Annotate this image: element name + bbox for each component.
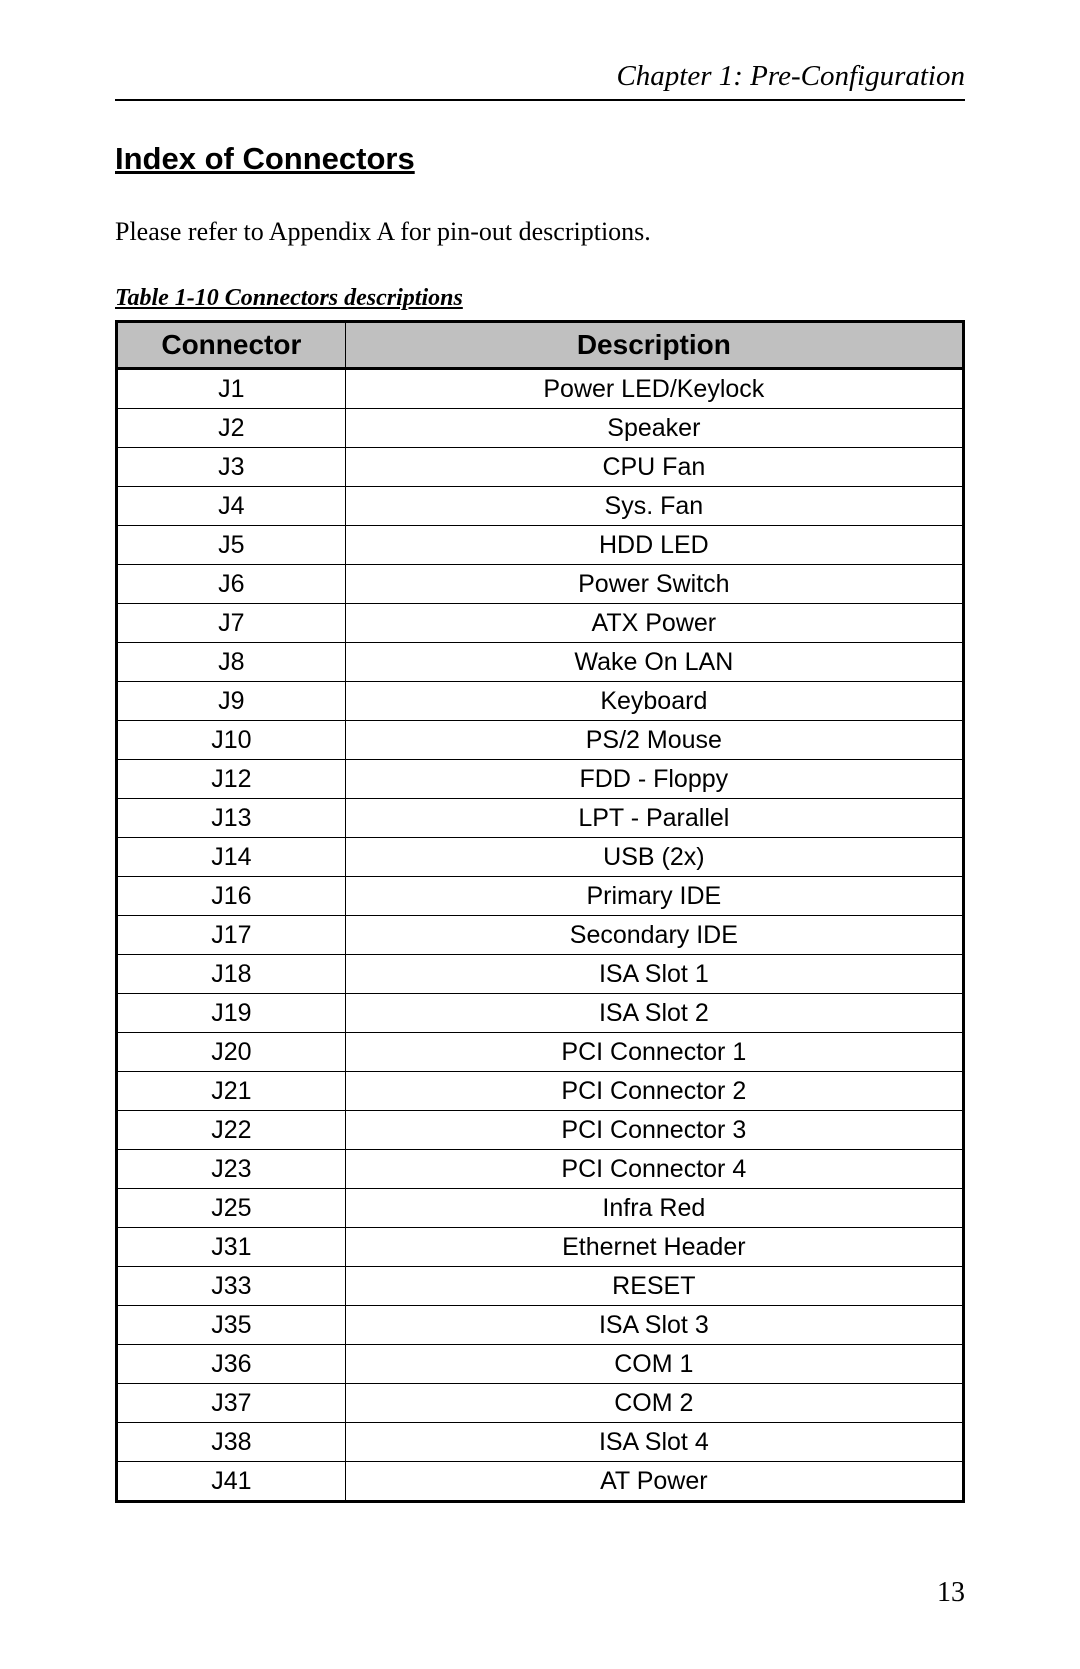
description-cell: USB (2x) [345, 838, 963, 877]
description-cell: ISA Slot 1 [345, 955, 963, 994]
description-cell: ISA Slot 2 [345, 994, 963, 1033]
description-cell: COM 1 [345, 1345, 963, 1384]
connector-cell: J31 [117, 1228, 346, 1267]
description-cell: Primary IDE [345, 877, 963, 916]
description-cell: FDD - Floppy [345, 760, 963, 799]
connector-cell: J19 [117, 994, 346, 1033]
description-cell: Infra Red [345, 1189, 963, 1228]
description-cell: ISA Slot 3 [345, 1306, 963, 1345]
description-cell: PCI Connector 2 [345, 1072, 963, 1111]
description-cell: CPU Fan [345, 448, 963, 487]
description-cell: PCI Connector 1 [345, 1033, 963, 1072]
table-row: J35ISA Slot 3 [117, 1306, 964, 1345]
description-cell: PCI Connector 4 [345, 1150, 963, 1189]
table-row: J8Wake On LAN [117, 643, 964, 682]
description-cell: Ethernet Header [345, 1228, 963, 1267]
description-cell: Power LED/Keylock [345, 369, 963, 409]
table-row: J10PS/2 Mouse [117, 721, 964, 760]
connector-cell: J41 [117, 1462, 346, 1502]
table-row: J1Power LED/Keylock [117, 369, 964, 409]
description-cell: ATX Power [345, 604, 963, 643]
description-cell: Speaker [345, 409, 963, 448]
connector-cell: J22 [117, 1111, 346, 1150]
table-row: J19ISA Slot 2 [117, 994, 964, 1033]
description-cell: PS/2 Mouse [345, 721, 963, 760]
connector-cell: J21 [117, 1072, 346, 1111]
table-row: J9Keyboard [117, 682, 964, 721]
connector-cell: J17 [117, 916, 346, 955]
table-row: J22PCI Connector 3 [117, 1111, 964, 1150]
table-row: J18ISA Slot 1 [117, 955, 964, 994]
table-caption: Table 1-10 Connectors descriptions [115, 285, 965, 312]
connector-cell: J12 [117, 760, 346, 799]
table-row: J16Primary IDE [117, 877, 964, 916]
table-row: J6Power Switch [117, 565, 964, 604]
connectors-table: Connector Description J1Power LED/Keyloc… [115, 320, 965, 1503]
connector-cell: J18 [117, 955, 346, 994]
column-header-description: Description [345, 322, 963, 369]
table-row: J14USB (2x) [117, 838, 964, 877]
table-row: J33RESET [117, 1267, 964, 1306]
table-row: J17Secondary IDE [117, 916, 964, 955]
table-row: J38ISA Slot 4 [117, 1423, 964, 1462]
table-row: J23PCI Connector 4 [117, 1150, 964, 1189]
table-row: J31Ethernet Header [117, 1228, 964, 1267]
connector-cell: J35 [117, 1306, 346, 1345]
connector-cell: J36 [117, 1345, 346, 1384]
description-cell: Secondary IDE [345, 916, 963, 955]
description-cell: AT Power [345, 1462, 963, 1502]
table-header-row: Connector Description [117, 322, 964, 369]
table-row: J41AT Power [117, 1462, 964, 1502]
description-cell: RESET [345, 1267, 963, 1306]
connector-cell: J37 [117, 1384, 346, 1423]
table-row: J21PCI Connector 2 [117, 1072, 964, 1111]
table-row: J7ATX Power [117, 604, 964, 643]
connector-cell: J7 [117, 604, 346, 643]
description-cell: LPT - Parallel [345, 799, 963, 838]
description-cell: COM 2 [345, 1384, 963, 1423]
description-cell: PCI Connector 3 [345, 1111, 963, 1150]
table-row: J5HDD LED [117, 526, 964, 565]
table-row: J3CPU Fan [117, 448, 964, 487]
intro-text: Please refer to Appendix A for pin-out d… [115, 217, 965, 247]
connector-cell: J13 [117, 799, 346, 838]
connector-cell: J23 [117, 1150, 346, 1189]
connector-cell: J1 [117, 369, 346, 409]
connector-cell: J4 [117, 487, 346, 526]
connector-cell: J9 [117, 682, 346, 721]
table-row: J36COM 1 [117, 1345, 964, 1384]
column-header-connector: Connector [117, 322, 346, 369]
description-cell: HDD LED [345, 526, 963, 565]
table-row: J2Speaker [117, 409, 964, 448]
connector-cell: J38 [117, 1423, 346, 1462]
chapter-header: Chapter 1: Pre-Configuration [115, 60, 965, 101]
page-number: 13 [937, 1577, 965, 1609]
table-row: J12FDD - Floppy [117, 760, 964, 799]
description-cell: Wake On LAN [345, 643, 963, 682]
connector-cell: J3 [117, 448, 346, 487]
connector-cell: J10 [117, 721, 346, 760]
connector-cell: J33 [117, 1267, 346, 1306]
connector-cell: J16 [117, 877, 346, 916]
connector-cell: J5 [117, 526, 346, 565]
description-cell: Power Switch [345, 565, 963, 604]
description-cell: Sys. Fan [345, 487, 963, 526]
table-row: J13LPT - Parallel [117, 799, 964, 838]
section-title: Index of Connectors [115, 141, 965, 177]
description-cell: ISA Slot 4 [345, 1423, 963, 1462]
connector-cell: J8 [117, 643, 346, 682]
table-row: J25Infra Red [117, 1189, 964, 1228]
connector-cell: J25 [117, 1189, 346, 1228]
table-row: J4Sys. Fan [117, 487, 964, 526]
table-row: J20PCI Connector 1 [117, 1033, 964, 1072]
connector-cell: J20 [117, 1033, 346, 1072]
connector-cell: J6 [117, 565, 346, 604]
description-cell: Keyboard [345, 682, 963, 721]
connector-cell: J2 [117, 409, 346, 448]
connector-cell: J14 [117, 838, 346, 877]
table-row: J37COM 2 [117, 1384, 964, 1423]
